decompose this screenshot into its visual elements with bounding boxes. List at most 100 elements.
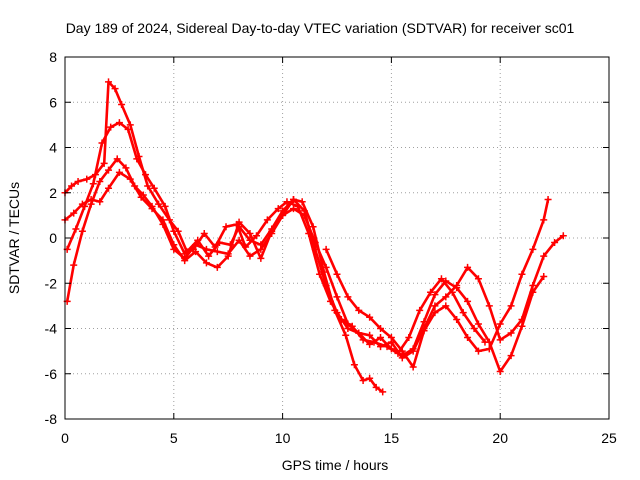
data-point: [377, 343, 385, 351]
data-point: [322, 282, 330, 290]
data-point: [470, 325, 478, 332]
data-point: [350, 361, 358, 369]
data-point: [409, 347, 417, 355]
y-tick-label: 0: [49, 230, 57, 246]
data-point: [126, 121, 134, 129]
data-point: [333, 293, 341, 301]
data-point: [431, 291, 439, 299]
data-point: [105, 184, 113, 192]
data-point: [474, 320, 482, 328]
data-point: [551, 239, 559, 247]
series-5: [322, 196, 552, 371]
data-traces: [61, 78, 567, 396]
data-point: [474, 275, 482, 283]
data-point: [322, 245, 330, 253]
data-point: [205, 252, 213, 260]
data-point: [529, 282, 537, 290]
data-point: [342, 331, 350, 339]
data-point: [409, 363, 417, 371]
y-tick-label: -4: [45, 321, 58, 337]
data-point: [235, 218, 243, 226]
data-point: [142, 171, 150, 179]
data-point: [496, 320, 504, 328]
data-point: [279, 211, 287, 219]
series-4: [61, 168, 567, 362]
data-point: [113, 155, 121, 163]
data-point: [170, 227, 178, 235]
chart-title: Day 189 of 2024, Sidereal Day-to-day VTE…: [66, 20, 575, 36]
data-point: [427, 288, 435, 296]
data-point: [122, 164, 130, 172]
data-point: [359, 377, 367, 385]
x-tick-label: 15: [384, 430, 400, 446]
data-point: [289, 196, 297, 204]
data-point: [89, 180, 97, 188]
data-point: [405, 334, 413, 342]
data-point: [387, 334, 395, 342]
x-tick-label: 5: [170, 430, 178, 446]
y-tick-label: -6: [45, 366, 58, 382]
x-tick-label: 0: [61, 430, 69, 446]
data-point: [355, 306, 363, 314]
y-tick-label: -2: [45, 275, 58, 291]
y-axis-label: SDTVAR / TECUs: [6, 182, 22, 294]
x-tick-label: 20: [492, 430, 508, 446]
data-point: [161, 202, 169, 210]
data-point: [366, 374, 374, 382]
data-point: [283, 198, 291, 206]
data-point: [485, 302, 493, 310]
data-point: [105, 78, 113, 86]
data-point: [78, 200, 86, 208]
data-point: [431, 309, 439, 317]
data-point: [387, 345, 395, 353]
data-point: [170, 241, 178, 249]
data-point: [213, 263, 221, 271]
data-point: [333, 309, 341, 317]
data-point: [507, 352, 515, 360]
data-point: [115, 168, 123, 176]
y-tick-label: 2: [49, 185, 57, 201]
data-point: [518, 322, 526, 330]
data-point: [344, 320, 352, 328]
data-point: [398, 354, 406, 362]
series-line: [63, 171, 565, 360]
data-point: [150, 184, 158, 192]
grid: [65, 57, 609, 419]
data-point: [377, 334, 385, 342]
data-point: [398, 347, 406, 355]
x-tick-label: 25: [601, 430, 617, 446]
data-point: [416, 306, 424, 314]
data-point: [222, 223, 230, 231]
y-tick-label: 8: [49, 49, 57, 65]
data-point: [540, 272, 548, 280]
data-point: [442, 302, 450, 310]
data-point: [309, 223, 317, 231]
data-point: [202, 245, 210, 253]
data-point: [202, 259, 210, 267]
data-point: [263, 216, 271, 224]
data-point: [98, 139, 106, 147]
data-point: [126, 175, 134, 183]
data-point: [118, 101, 126, 109]
data-point: [74, 177, 82, 185]
data-point: [107, 123, 115, 131]
data-point: [115, 119, 123, 127]
series-line: [63, 80, 384, 394]
data-point: [87, 196, 95, 204]
series-2: [63, 119, 489, 357]
data-point: [213, 248, 221, 256]
data-point: [137, 193, 145, 201]
data-point: [518, 270, 526, 278]
data-point: [485, 345, 493, 353]
data-point: [322, 263, 330, 271]
data-point: [155, 200, 163, 208]
data-point: [70, 209, 78, 217]
data-point: [181, 257, 189, 265]
data-point: [366, 331, 374, 339]
data-point: [459, 309, 467, 317]
data-point: [68, 182, 76, 190]
data-point: [70, 261, 78, 269]
data-point: [124, 125, 132, 133]
data-point: [540, 216, 548, 224]
